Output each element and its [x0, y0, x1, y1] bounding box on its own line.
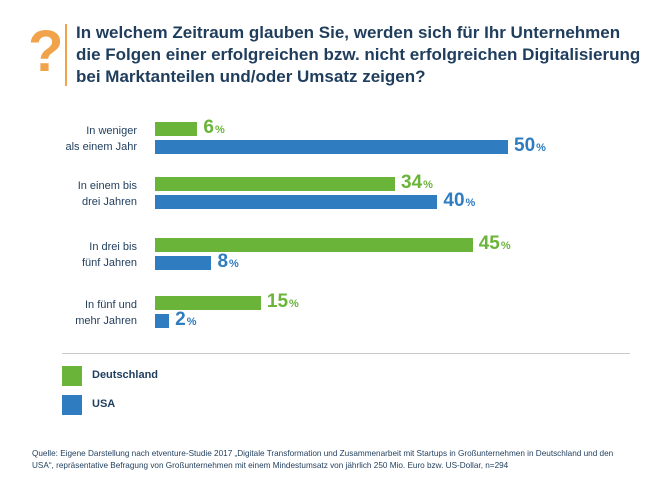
legend-swatch-deutschland	[62, 366, 82, 386]
legend-swatch-usa	[62, 395, 82, 415]
data-label-de: 6%	[203, 117, 225, 138]
bar-us	[155, 314, 170, 328]
bar-us	[155, 140, 508, 154]
data-label-us: 2%	[175, 309, 197, 330]
bar-chart: In weniger als einem Jahr 6% 50% In einem bi…	[0, 110, 661, 340]
bar-us	[155, 256, 212, 270]
legend-divider	[62, 353, 630, 354]
data-label-de: 15%	[266, 291, 299, 312]
category-label: In einem bis drei Jahren	[77, 180, 137, 208]
title-divider	[65, 24, 67, 86]
question-mark-icon: ?	[28, 19, 64, 84]
data-label-de: 34%	[401, 172, 433, 193]
title-line: bei Marktanteilen und/oder Umsatz zeigen…	[76, 67, 426, 86]
data-label-de: 45%	[478, 233, 511, 254]
bar-de	[155, 177, 396, 191]
category-label: In drei bis fünf Jahren	[81, 241, 137, 269]
title-line: In welchem Zeitraum glauben Sie, werden …	[76, 23, 621, 42]
bar-us	[155, 195, 438, 209]
data-label-us: 8%	[217, 251, 239, 272]
category-label: In weniger als einem Jahr	[65, 125, 137, 153]
title-line: die Folgen einer erfolgreichen bzw. nich…	[76, 45, 641, 64]
category-label: In fünf und mehr Jahren	[75, 299, 137, 327]
bar-de	[155, 238, 473, 252]
source-line: USA“, repräsentative Befragung von Großu…	[32, 461, 509, 470]
chart-title: In welchem Zeitraum glauben Sie, werden …	[76, 22, 646, 88]
bar-de	[155, 296, 261, 310]
source-note: Quelle: Eigene Darstellung nach etventur…	[32, 448, 642, 472]
legend-label-deutschland: Deutschland	[92, 369, 159, 381]
data-label-us: 40%	[443, 190, 476, 211]
source-line: Quelle: Eigene Darstellung nach etventur…	[32, 449, 614, 458]
legend-label-usa: USA	[92, 398, 116, 410]
data-label-us: 50%	[514, 135, 546, 156]
bar-de	[155, 122, 198, 136]
